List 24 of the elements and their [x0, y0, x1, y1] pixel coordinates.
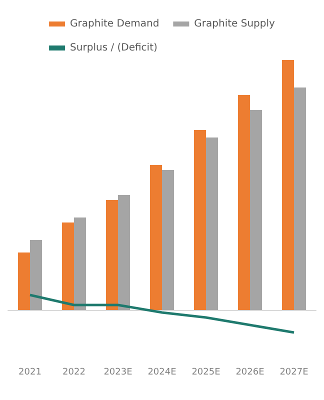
- x-tick-label: 2023E: [104, 368, 133, 378]
- bar: [150, 165, 162, 310]
- bar: [118, 195, 130, 310]
- x-tick-label: 2022: [62, 368, 86, 378]
- bar: [74, 218, 86, 310]
- bar: [18, 252, 30, 310]
- x-tick-label: 2025E: [192, 368, 221, 378]
- bar: [194, 130, 206, 310]
- bar: [250, 110, 262, 310]
- x-tick-label: 2021: [18, 368, 42, 378]
- bar: [162, 170, 174, 310]
- bar: [106, 200, 118, 310]
- bar: [282, 60, 294, 310]
- legend-label: Graphite Supply: [194, 18, 276, 30]
- bar: [206, 138, 218, 310]
- x-tick-label: 2026E: [236, 368, 265, 378]
- x-tick-label: 2024E: [148, 368, 177, 378]
- bar: [294, 88, 306, 310]
- legend-label: Graphite Demand: [70, 18, 160, 30]
- bar: [30, 240, 42, 310]
- x-tick-label: 2027E: [280, 368, 309, 378]
- legend-label: Surplus / (Deficit): [70, 42, 158, 54]
- bar: [238, 95, 250, 310]
- bar: [62, 222, 74, 310]
